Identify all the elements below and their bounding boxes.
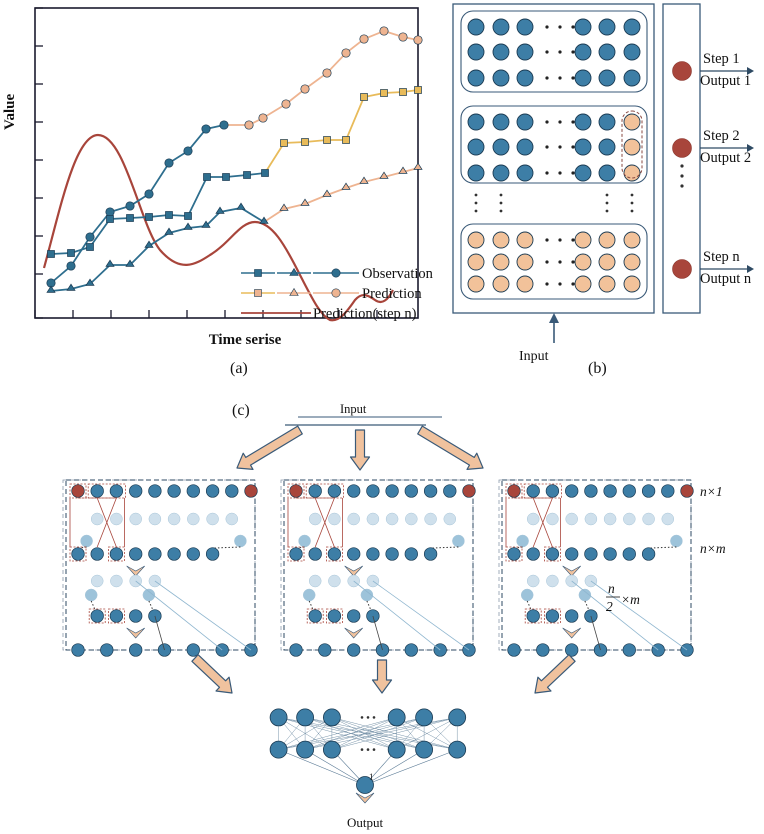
svg-text:n×m: n×m — [700, 541, 726, 556]
svg-text:Output: Output — [347, 815, 384, 830]
svg-text:Output 2: Output 2 — [700, 150, 751, 166]
svg-text:Step 2: Step 2 — [703, 128, 740, 144]
svg-text:n×1: n×1 — [700, 484, 723, 499]
svg-text:×m: ×m — [621, 592, 640, 607]
svg-text:Prediction(step n): Prediction(step n) — [313, 306, 417, 322]
svg-text:Input: Input — [519, 349, 549, 364]
svg-text:(b): (b) — [588, 360, 607, 377]
svg-text:1: 1 — [369, 772, 374, 782]
svg-text:Step n: Step n — [703, 249, 740, 265]
svg-text:n: n — [608, 581, 615, 596]
svg-text:Output 1: Output 1 — [700, 73, 751, 89]
svg-text:2: 2 — [606, 599, 613, 614]
svg-text:Output n: Output n — [700, 271, 752, 287]
svg-text:(c): (c) — [232, 402, 250, 419]
svg-text:Prediction: Prediction — [362, 286, 422, 302]
svg-text:Step 1: Step 1 — [703, 51, 740, 67]
svg-text:Input: Input — [340, 402, 367, 416]
svg-text:Observation: Observation — [362, 266, 434, 282]
